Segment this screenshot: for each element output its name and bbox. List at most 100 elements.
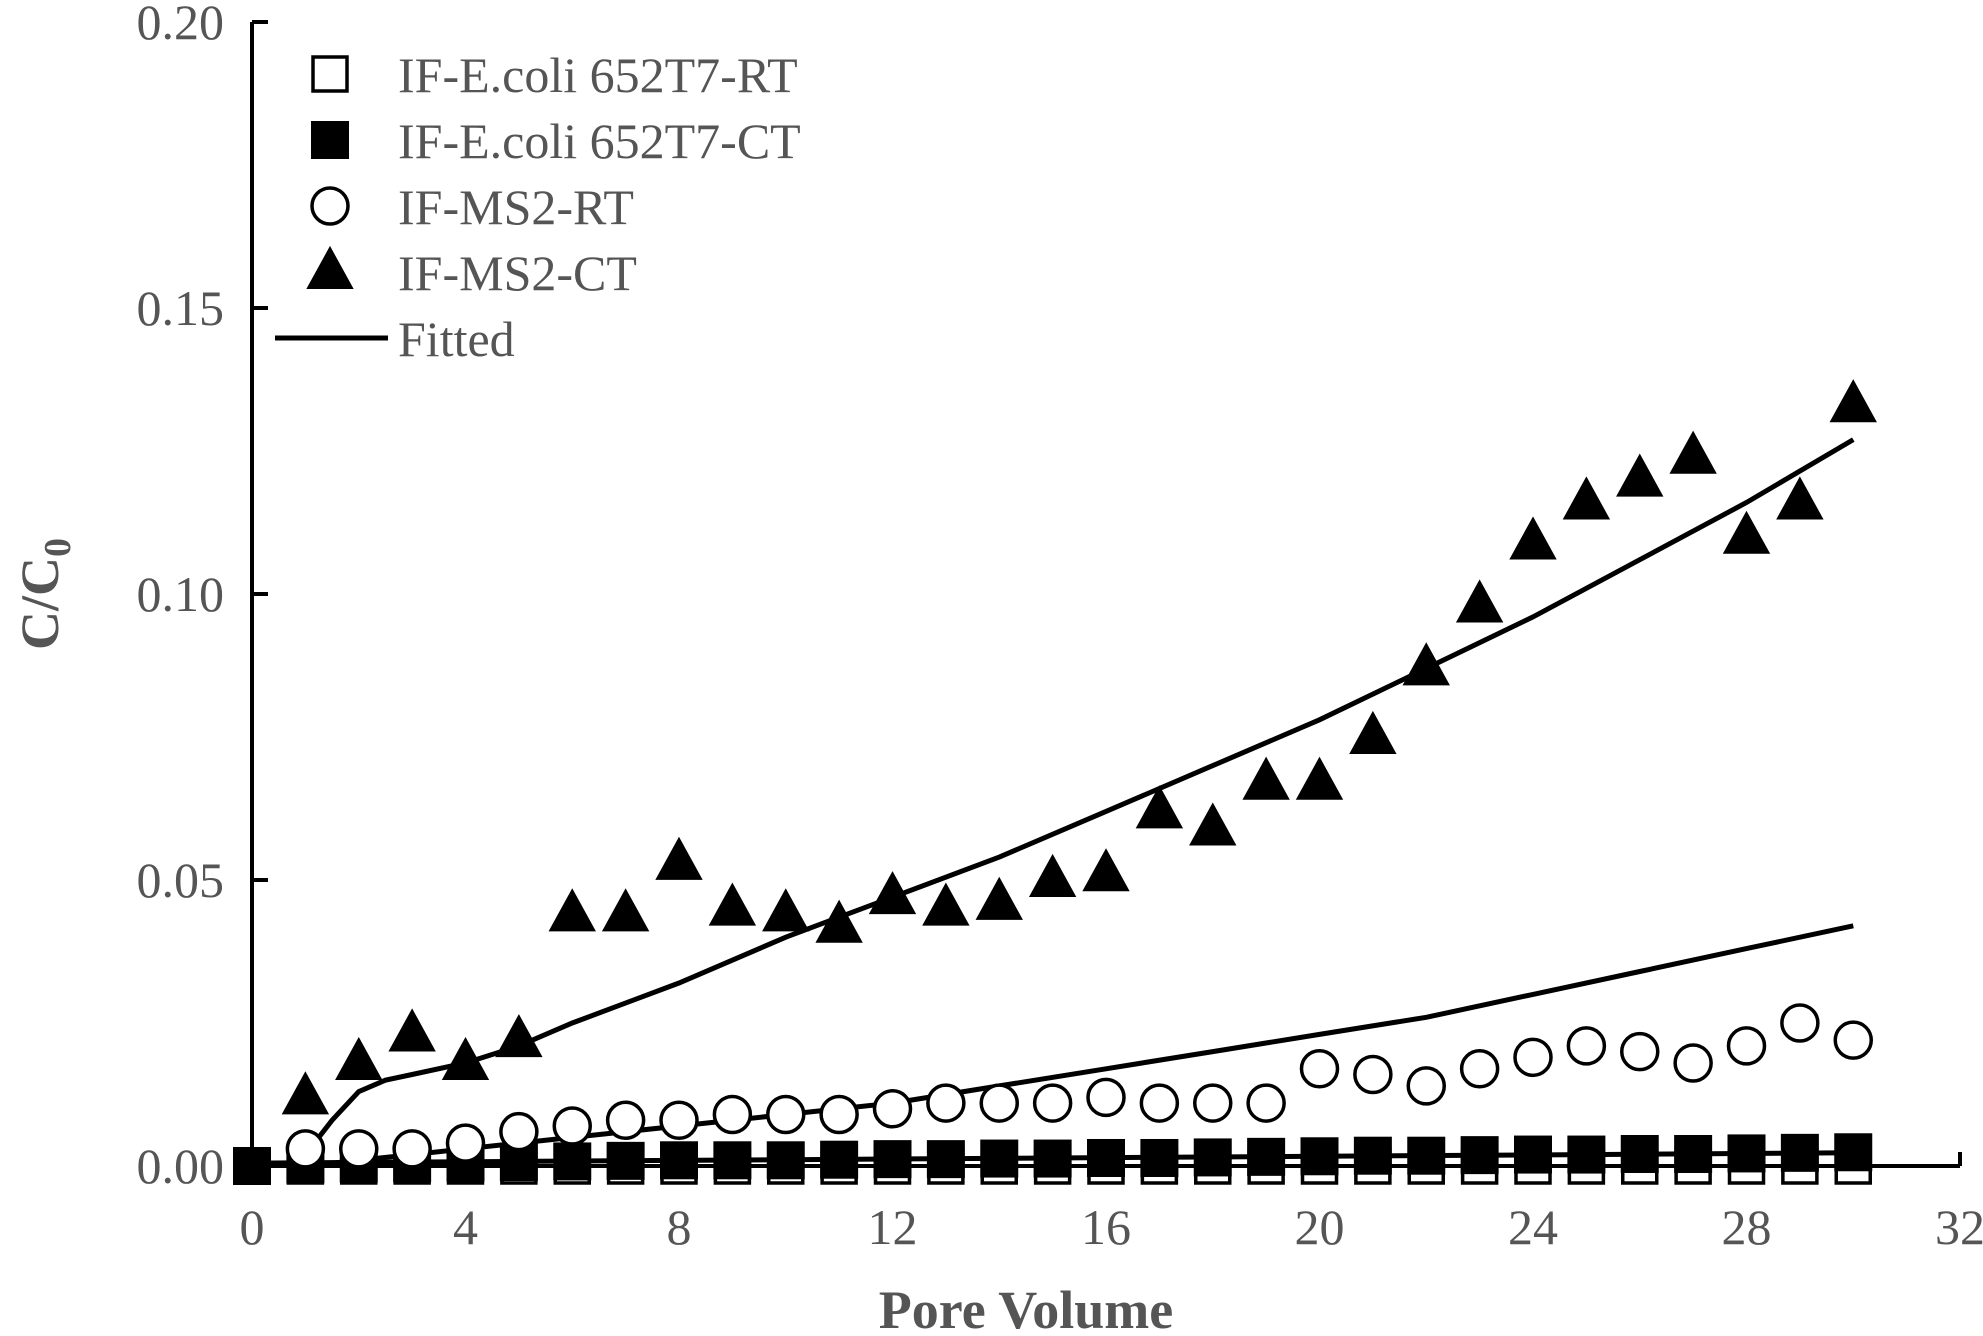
data-point xyxy=(1616,453,1664,497)
data-point xyxy=(1247,1137,1286,1176)
data-point xyxy=(1776,476,1824,520)
x-tick-label: 4 xyxy=(453,1199,478,1255)
y-tick-label: 0.10 xyxy=(137,566,225,622)
data-point xyxy=(873,1140,912,1179)
data-point xyxy=(762,888,810,932)
data-point xyxy=(1513,1037,1553,1078)
data-point xyxy=(766,1094,806,1135)
legend-marker xyxy=(311,55,349,93)
data-point xyxy=(1082,848,1130,892)
data-point xyxy=(979,1083,1019,1123)
data-point xyxy=(553,1142,592,1181)
data-point xyxy=(1780,1003,1820,1043)
y-tick-label: 0.00 xyxy=(137,1138,225,1194)
data-point xyxy=(1139,1083,1180,1123)
data-point xyxy=(708,882,757,926)
data-point xyxy=(281,1071,330,1115)
series-triangle-filled xyxy=(281,379,1877,1115)
data-point xyxy=(1189,802,1237,846)
data-point xyxy=(1033,1139,1072,1178)
y-tick-label: 0.20 xyxy=(137,0,225,50)
data-point xyxy=(1620,1134,1659,1173)
data-point xyxy=(1406,1066,1446,1106)
y-axis-title-subscript: 0 xyxy=(37,538,79,557)
legend-marker xyxy=(310,186,350,226)
data-point xyxy=(339,1129,379,1169)
data-point xyxy=(1086,1077,1126,1118)
legend-label: Fitted xyxy=(398,311,515,367)
data-point xyxy=(1674,1134,1713,1173)
data-point xyxy=(441,1036,490,1081)
legend-label: IF-MS2-CT xyxy=(398,245,637,301)
data-point xyxy=(1246,1083,1286,1123)
axes-layer: 0.00 0.05 0.10 0.15 0.20 0 4 8 12 16 20 24 28 32 Pore … xyxy=(10,0,1983,1336)
y-tick-label: 0.15 xyxy=(137,280,225,336)
fitted-curves-layer xyxy=(251,437,1855,1169)
data-point xyxy=(819,1094,859,1135)
data-point xyxy=(1028,853,1077,897)
data-point xyxy=(499,1111,539,1152)
legend-marker xyxy=(311,121,349,159)
data-point xyxy=(1833,1020,1873,1060)
data-point xyxy=(1834,1133,1873,1172)
data-point xyxy=(766,1141,805,1180)
x-tick-label: 8 xyxy=(667,1199,692,1255)
data-point xyxy=(1829,379,1877,423)
data-point xyxy=(495,1014,543,1058)
data-point xyxy=(1402,642,1450,686)
data-point xyxy=(1032,1083,1073,1123)
data-point xyxy=(1727,1134,1766,1173)
data-point xyxy=(605,1100,646,1140)
y-axis-title: C/C0 xyxy=(10,538,79,650)
legend: IF-E.coli 652T7-RT IF-E.coli 652T7-CT IF-M… xyxy=(275,47,801,367)
x-tick-label: 28 xyxy=(1722,1199,1772,1255)
data-point xyxy=(1193,1083,1233,1123)
data-point xyxy=(1620,1031,1660,1072)
data-point xyxy=(1780,1133,1819,1172)
data-point xyxy=(1566,1026,1607,1066)
x-tick-label: 32 xyxy=(1935,1199,1983,1255)
data-point xyxy=(1353,1136,1392,1175)
data-point xyxy=(815,899,863,943)
data-point xyxy=(1460,1136,1499,1175)
data-point xyxy=(285,1129,326,1169)
data-point xyxy=(660,1141,698,1180)
data-point xyxy=(1193,1138,1232,1177)
x-tick-label: 12 xyxy=(868,1199,918,1255)
data-point xyxy=(1135,785,1184,829)
data-point xyxy=(926,1083,966,1123)
data-point xyxy=(1407,1136,1446,1175)
y-tick-label: 0.05 xyxy=(137,852,225,908)
x-tick-label: 0 xyxy=(240,1199,265,1255)
data-point xyxy=(1509,516,1557,560)
data-point xyxy=(1726,1026,1767,1066)
data-point xyxy=(1300,1137,1339,1176)
data-point xyxy=(388,1008,436,1052)
data-point xyxy=(980,1139,1019,1178)
data-point xyxy=(548,888,596,932)
data-points-layer xyxy=(233,379,1877,1185)
data-point xyxy=(926,1140,965,1179)
legend-label: IF-MS2-RT xyxy=(398,179,634,235)
data-point xyxy=(606,1141,645,1180)
x-tick-label: 24 xyxy=(1508,1199,1558,1255)
x-tick-label: 16 xyxy=(1081,1199,1131,1255)
data-point xyxy=(1562,476,1611,520)
data-point xyxy=(1722,510,1771,554)
legend-marker xyxy=(306,245,354,289)
data-point xyxy=(872,1089,913,1129)
data-point xyxy=(922,882,970,926)
data-point xyxy=(1455,579,1504,623)
data-point xyxy=(445,1123,486,1163)
data-point xyxy=(1299,1049,1340,1089)
data-point xyxy=(1459,1049,1500,1089)
data-point xyxy=(713,1141,752,1180)
legend-label: IF-E.coli 652T7-CT xyxy=(398,113,801,169)
data-point xyxy=(1514,1135,1552,1174)
series-circle-open xyxy=(285,1003,1873,1169)
x-axis-title: Pore Volume xyxy=(879,1280,1174,1336)
legend-label: IF-E.coli 652T7-RT xyxy=(398,47,798,103)
data-point xyxy=(335,1036,383,1081)
data-point xyxy=(1349,710,1397,754)
